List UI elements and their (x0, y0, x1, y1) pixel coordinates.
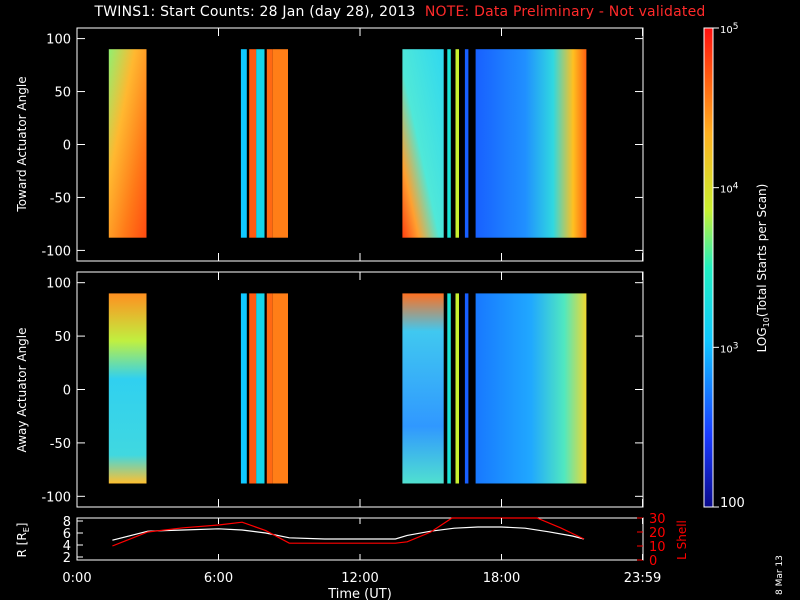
y-tick-label: -100 (41, 244, 71, 259)
away-y-label: Away Actuator Angle (15, 327, 29, 452)
x-axis-label: Time (UT) (327, 587, 392, 600)
y-tick-label: 0 (63, 384, 71, 399)
l-shell-tick-label: 20 (649, 526, 666, 541)
heatmap-segment (447, 293, 451, 484)
heatmap-segment (256, 293, 265, 484)
heatmap-segment (475, 293, 587, 484)
heatmap-segment (447, 49, 451, 238)
heatmap-segment (272, 293, 288, 484)
r-tick-label: 8 (63, 515, 71, 530)
colorbar-tick-label: 103 (720, 341, 738, 355)
heatmap-segment (455, 49, 459, 238)
l-shell-line (112, 517, 585, 547)
heatmap-segment (402, 49, 444, 238)
time-ticks: 0:00 6:00 12:00 18:00 23:59 (62, 28, 661, 586)
l-shell-axis-label: L Shell (675, 520, 689, 560)
colorbar-tick-label: 105 (720, 22, 738, 36)
orbit-lines (112, 517, 585, 547)
y-tick-label: 0 (63, 139, 71, 154)
heatmap-segment (240, 49, 247, 238)
toward-heatmap-cells (108, 49, 587, 238)
toward-y-label: Toward Actuator Angle (15, 76, 29, 212)
y-tick-label: 50 (54, 86, 71, 101)
toward-heatmap-panel: 100 50 0 -50 -100 Toward Actuator Angle (15, 27, 644, 262)
y-tick-label: 100 (46, 33, 71, 48)
heatmap-segment (402, 293, 444, 484)
l-shell-tick-label: 0 (649, 554, 657, 569)
away-heatmap-panel: 100 50 0 -50 -100 Away Actuator Angle (15, 271, 644, 508)
colorbar-ticks: 105 104 103 100 (713, 22, 745, 511)
title-main: TWINS1: Start Counts: 28 Jan (day 28), 2… (94, 4, 416, 20)
heatmap-segment (249, 293, 257, 484)
r-tick-label: 4 (63, 539, 71, 554)
date-stamp: 8 Mar 13 (775, 555, 785, 595)
y-tick-label: 50 (54, 330, 71, 345)
away-heatmap-cells (108, 293, 587, 484)
heatmap-segment (475, 49, 587, 238)
x-tick-label: 23:59 (624, 571, 661, 586)
y-tick-label: -100 (41, 490, 71, 505)
r-axis-label: R [RE] (15, 523, 31, 558)
heatmap-segment (464, 49, 469, 238)
colorbar-gradient (704, 28, 713, 507)
r-tick-label: 6 (63, 527, 71, 542)
heatmap-segment (240, 293, 247, 484)
colorbar: 105 104 103 100 LOG10(Total Starts per Scan… (703, 22, 771, 511)
heatmap-segment (464, 293, 469, 484)
colorbar-label: LOG10(Total Starts per Scan) (755, 184, 771, 353)
heatmap-segment (256, 49, 265, 238)
y-tick-label: -50 (50, 191, 71, 206)
x-tick-label: 0:00 (62, 571, 91, 586)
heatmap-segment (272, 49, 288, 238)
heatmap-segment (108, 49, 147, 238)
y-tick-label: -50 (50, 437, 71, 452)
colorbar-frame (703, 27, 714, 508)
r-tick-label: 2 (63, 551, 71, 566)
l-shell-tick-label: 10 (649, 540, 666, 555)
colorbar-tick-label: 104 (720, 182, 739, 196)
chart-title: TWINS1: Start Counts: 28 Jan (day 28), 2… (0, 4, 800, 20)
y-tick-label: 100 (46, 277, 71, 292)
heatmap-segment (249, 49, 257, 238)
x-tick-label: 18:00 (483, 571, 520, 586)
l-shell-tick-label: 30 (649, 512, 666, 527)
colorbar-tick-label: 100 (720, 496, 745, 511)
r-line (112, 526, 585, 541)
toward-y-ticks: 100 50 0 -50 -100 (41, 33, 643, 259)
heatmap-segment (266, 49, 273, 238)
x-tick-label: 6:00 (204, 571, 233, 586)
heatmap-segment (455, 293, 459, 484)
heatmap-segment (266, 293, 273, 484)
away-y-ticks: 100 50 0 -50 -100 (41, 277, 643, 505)
heatmap-segment (108, 293, 147, 484)
x-tick-label: 12:00 (341, 571, 378, 586)
title-note: NOTE: Data Preliminary - Not validated (424, 4, 706, 20)
